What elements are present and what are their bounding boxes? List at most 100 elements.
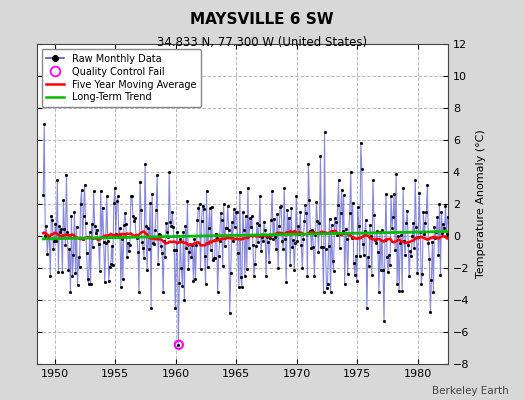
Point	[302, 210, 311, 216]
Point	[296, 209, 304, 216]
Point	[344, 271, 352, 278]
Point	[270, 216, 278, 222]
Point	[53, 177, 61, 183]
Point	[346, 169, 355, 175]
Point	[69, 252, 78, 258]
Point	[60, 226, 69, 232]
Point	[153, 172, 161, 178]
Point	[351, 272, 359, 278]
Text: MAYSVILLE 6 SW: MAYSVILLE 6 SW	[190, 12, 334, 27]
Point	[271, 234, 279, 240]
Point	[366, 222, 374, 228]
Point	[275, 223, 283, 229]
Point	[140, 255, 148, 261]
Point	[130, 218, 138, 224]
Point	[426, 309, 434, 316]
Point	[118, 236, 126, 242]
Point	[178, 283, 187, 289]
Point	[309, 244, 318, 251]
Point	[358, 241, 367, 247]
Point	[92, 226, 101, 233]
Point	[328, 222, 336, 228]
Point	[306, 228, 314, 234]
Point	[393, 281, 401, 287]
Point	[404, 242, 412, 248]
Point	[129, 213, 137, 219]
Point	[198, 218, 206, 224]
Point	[67, 213, 75, 220]
Point	[412, 224, 420, 230]
Point	[257, 248, 265, 255]
Point	[357, 140, 365, 146]
Point	[432, 229, 441, 236]
Point	[50, 238, 59, 245]
Point	[308, 226, 316, 233]
Point	[386, 262, 394, 268]
Point	[419, 208, 428, 215]
Point	[279, 246, 287, 252]
Point	[318, 244, 326, 250]
Point	[298, 265, 307, 271]
Point	[390, 191, 398, 198]
Point	[357, 166, 366, 172]
Point	[81, 220, 90, 226]
Point	[267, 217, 275, 223]
Point	[281, 236, 289, 242]
Point	[111, 185, 119, 191]
Point	[272, 245, 280, 252]
Point	[64, 267, 73, 274]
Point	[249, 242, 257, 248]
Point	[304, 161, 313, 167]
Point	[39, 192, 48, 199]
Point	[299, 236, 308, 242]
Point	[75, 264, 84, 270]
Point	[138, 238, 146, 245]
Point	[115, 234, 123, 240]
Point	[224, 203, 232, 209]
Point	[151, 226, 159, 233]
Point	[168, 209, 177, 215]
Point	[79, 236, 87, 242]
Point	[174, 342, 182, 348]
Point	[289, 236, 298, 243]
Point	[80, 182, 89, 188]
Point	[128, 193, 136, 200]
Point	[175, 279, 183, 286]
Point	[113, 198, 121, 204]
Point	[435, 201, 444, 207]
Point	[320, 129, 329, 135]
Point	[209, 257, 217, 264]
Point	[268, 188, 276, 194]
Point	[214, 253, 223, 260]
Point	[86, 281, 95, 287]
Point	[280, 185, 288, 191]
Point	[365, 263, 373, 269]
Point	[192, 242, 201, 248]
Point	[424, 240, 432, 246]
Point	[295, 230, 303, 237]
Point	[124, 240, 132, 246]
Point	[437, 209, 445, 215]
Point	[315, 220, 324, 226]
Point	[334, 177, 343, 183]
Point	[96, 188, 105, 194]
Point	[161, 254, 169, 260]
Point	[56, 229, 64, 235]
Point	[117, 284, 125, 290]
Point	[362, 217, 370, 223]
Point	[70, 209, 79, 215]
Point	[443, 214, 452, 220]
Point	[203, 264, 212, 270]
Point	[350, 260, 358, 266]
Point	[173, 229, 181, 236]
Point	[177, 265, 185, 272]
Point	[291, 240, 300, 247]
Point	[344, 230, 353, 237]
Point	[379, 267, 387, 273]
Point	[123, 254, 131, 260]
Point	[91, 223, 99, 229]
Point	[108, 262, 117, 268]
Point	[74, 254, 83, 260]
Point	[205, 205, 214, 212]
Point	[415, 190, 423, 196]
